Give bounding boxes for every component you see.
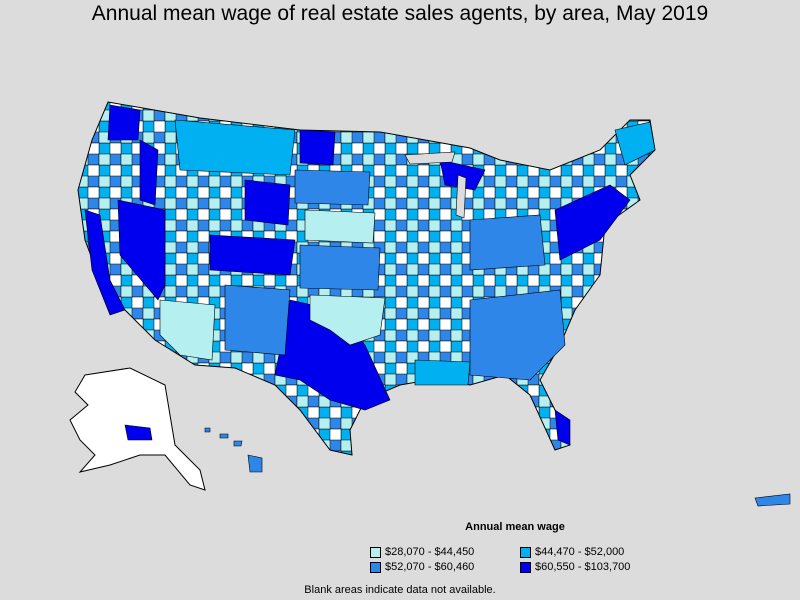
region-michigan bbox=[439, 159, 486, 191]
footnote: Blank areas indicate data not available. bbox=[304, 584, 496, 596]
region-colorado bbox=[209, 234, 296, 276]
region-arizona bbox=[159, 299, 216, 361]
region-wyoming bbox=[244, 179, 291, 226]
legend-swatch-4 bbox=[520, 561, 531, 573]
legend: Annual mean wage $28,070 - $44,450 $44,4… bbox=[370, 521, 660, 574]
legend-swatch-1 bbox=[370, 546, 381, 558]
legend-label-3: $52,070 - $60,460 bbox=[385, 561, 475, 573]
puerto-rico bbox=[754, 493, 791, 507]
legend-label-2: $44,470 - $52,000 bbox=[535, 546, 625, 558]
lake-michigan bbox=[455, 174, 467, 219]
region-kansas bbox=[299, 244, 381, 291]
legend-item-1: $28,070 - $44,450 bbox=[370, 545, 520, 559]
region-northeast bbox=[554, 184, 631, 261]
region-louisiana-coast bbox=[414, 359, 471, 386]
legend-title: Annual mean wage bbox=[465, 521, 565, 533]
region-washington-west bbox=[107, 104, 141, 141]
legend-label-4: $60,550 - $103,700 bbox=[535, 561, 631, 573]
region-idaho bbox=[139, 139, 159, 206]
hawaii bbox=[204, 427, 263, 473]
region-southeast bbox=[469, 289, 566, 381]
region-nevada bbox=[117, 199, 166, 301]
region-ohio-valley bbox=[469, 214, 546, 271]
legend-swatch-2 bbox=[520, 546, 531, 558]
region-nebraska-plains bbox=[304, 209, 376, 244]
region-montana bbox=[174, 119, 296, 176]
region-florida-south bbox=[554, 409, 571, 446]
map-title: Annual mean wage of real estate sales ag… bbox=[91, 2, 709, 25]
legend-item-3: $52,070 - $60,460 bbox=[370, 560, 520, 574]
region-maine bbox=[614, 121, 656, 166]
alaska-region bbox=[124, 424, 153, 441]
lake-superior bbox=[404, 151, 456, 165]
region-new-mexico bbox=[224, 284, 291, 356]
region-north-dakota bbox=[299, 129, 336, 166]
legend-swatch-3 bbox=[370, 561, 381, 573]
region-california-coast bbox=[84, 209, 126, 316]
legend-label-1: $28,070 - $44,450 bbox=[385, 546, 475, 558]
region-oklahoma bbox=[309, 294, 386, 346]
region-south-dakota bbox=[294, 169, 371, 206]
legend-item-2: $44,470 - $52,000 bbox=[520, 545, 660, 559]
legend-item-4: $60,550 - $103,700 bbox=[520, 560, 660, 574]
